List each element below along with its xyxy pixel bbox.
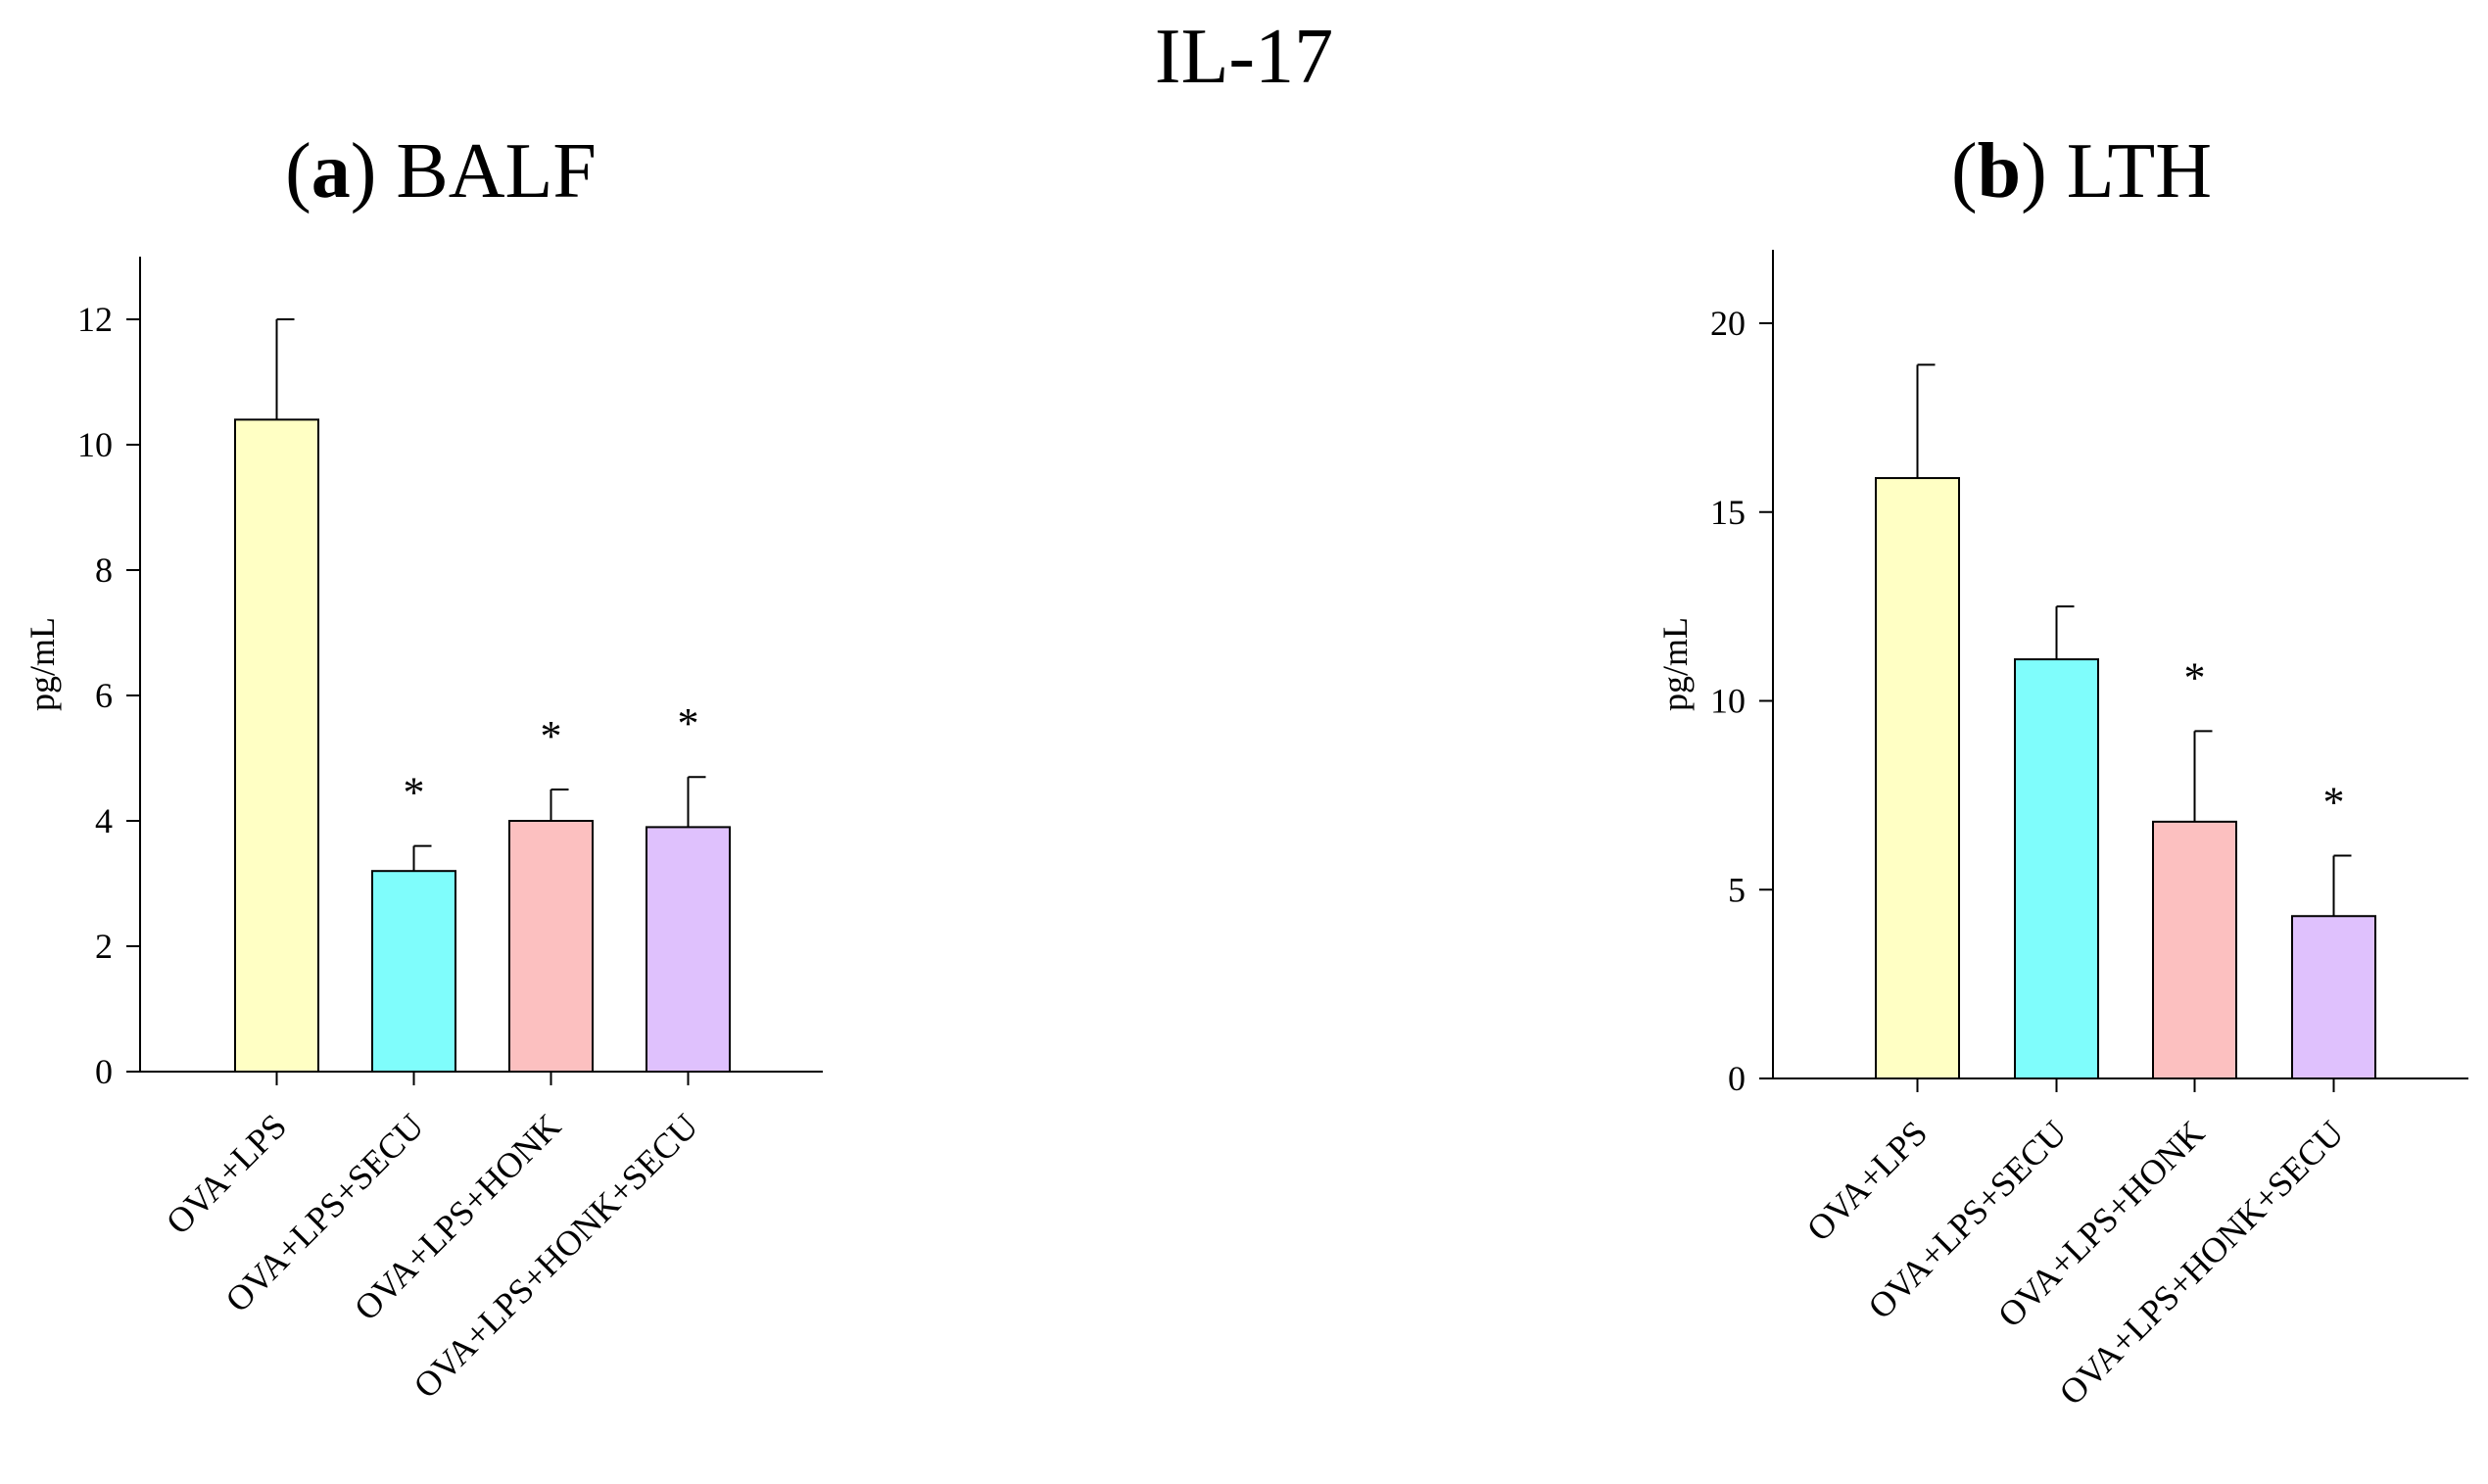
y-tick-label: 15 [1710,493,1746,532]
y-tick-label: 6 [95,676,113,715]
bar [2014,658,2099,1079]
significance-marker: * [2323,779,2345,827]
y-tick-label: 10 [1710,682,1746,721]
y-tick-label: 2 [95,927,113,966]
bar [508,820,594,1073]
bar [646,826,731,1074]
y-tick-label: 20 [1710,304,1746,343]
y-axis-label: pg/mL [1655,617,1695,711]
panel-a-letter: a [311,128,351,215]
y-tick-label: 8 [95,551,113,590]
bar [371,870,456,1074]
panel-b-title: (b) LTH [1951,128,2212,215]
y-tick-label: 4 [95,801,113,840]
y-tick-label: 0 [95,1052,113,1091]
panel-b-name: LTH [2066,128,2212,215]
y-tick-label: 0 [1728,1059,1746,1098]
bar [2152,820,2237,1079]
y-tick-label: 5 [1728,870,1746,909]
y-tick-label: 10 [77,425,113,464]
panel-a-name: BALF [396,128,597,215]
panel-b-letter: b [1977,128,2022,215]
significance-marker: * [404,769,425,817]
significance-marker: * [541,712,562,760]
significance-marker: * [678,699,699,747]
significance-marker: * [2184,653,2206,701]
figure-title: IL-17 [1154,14,1334,100]
bar [1875,477,1960,1079]
chart-panel-a: 024681012pg/mLOVA+LPSOVA+LPS+SECU*OVA+LP… [23,257,823,1406]
y-axis-label: pg/mL [23,617,62,711]
x-category-label: OVA+LPS [159,1106,294,1241]
x-category-label: OVA+LPS [1799,1113,1935,1248]
chart-panel-b: 05101520pg/mLOVA+LPSOVA+LPS+SECUOVA+LPS+… [1655,250,2468,1412]
panel-a-title: (a) BALF [285,128,597,215]
bar [2291,915,2376,1079]
x-category-label: OVA+LPS+HONK+SECU [2051,1113,2351,1412]
bar [234,418,319,1073]
y-tick-label: 12 [77,300,113,339]
x-category-label: OVA+LPS+HONK+SECU [406,1106,705,1406]
